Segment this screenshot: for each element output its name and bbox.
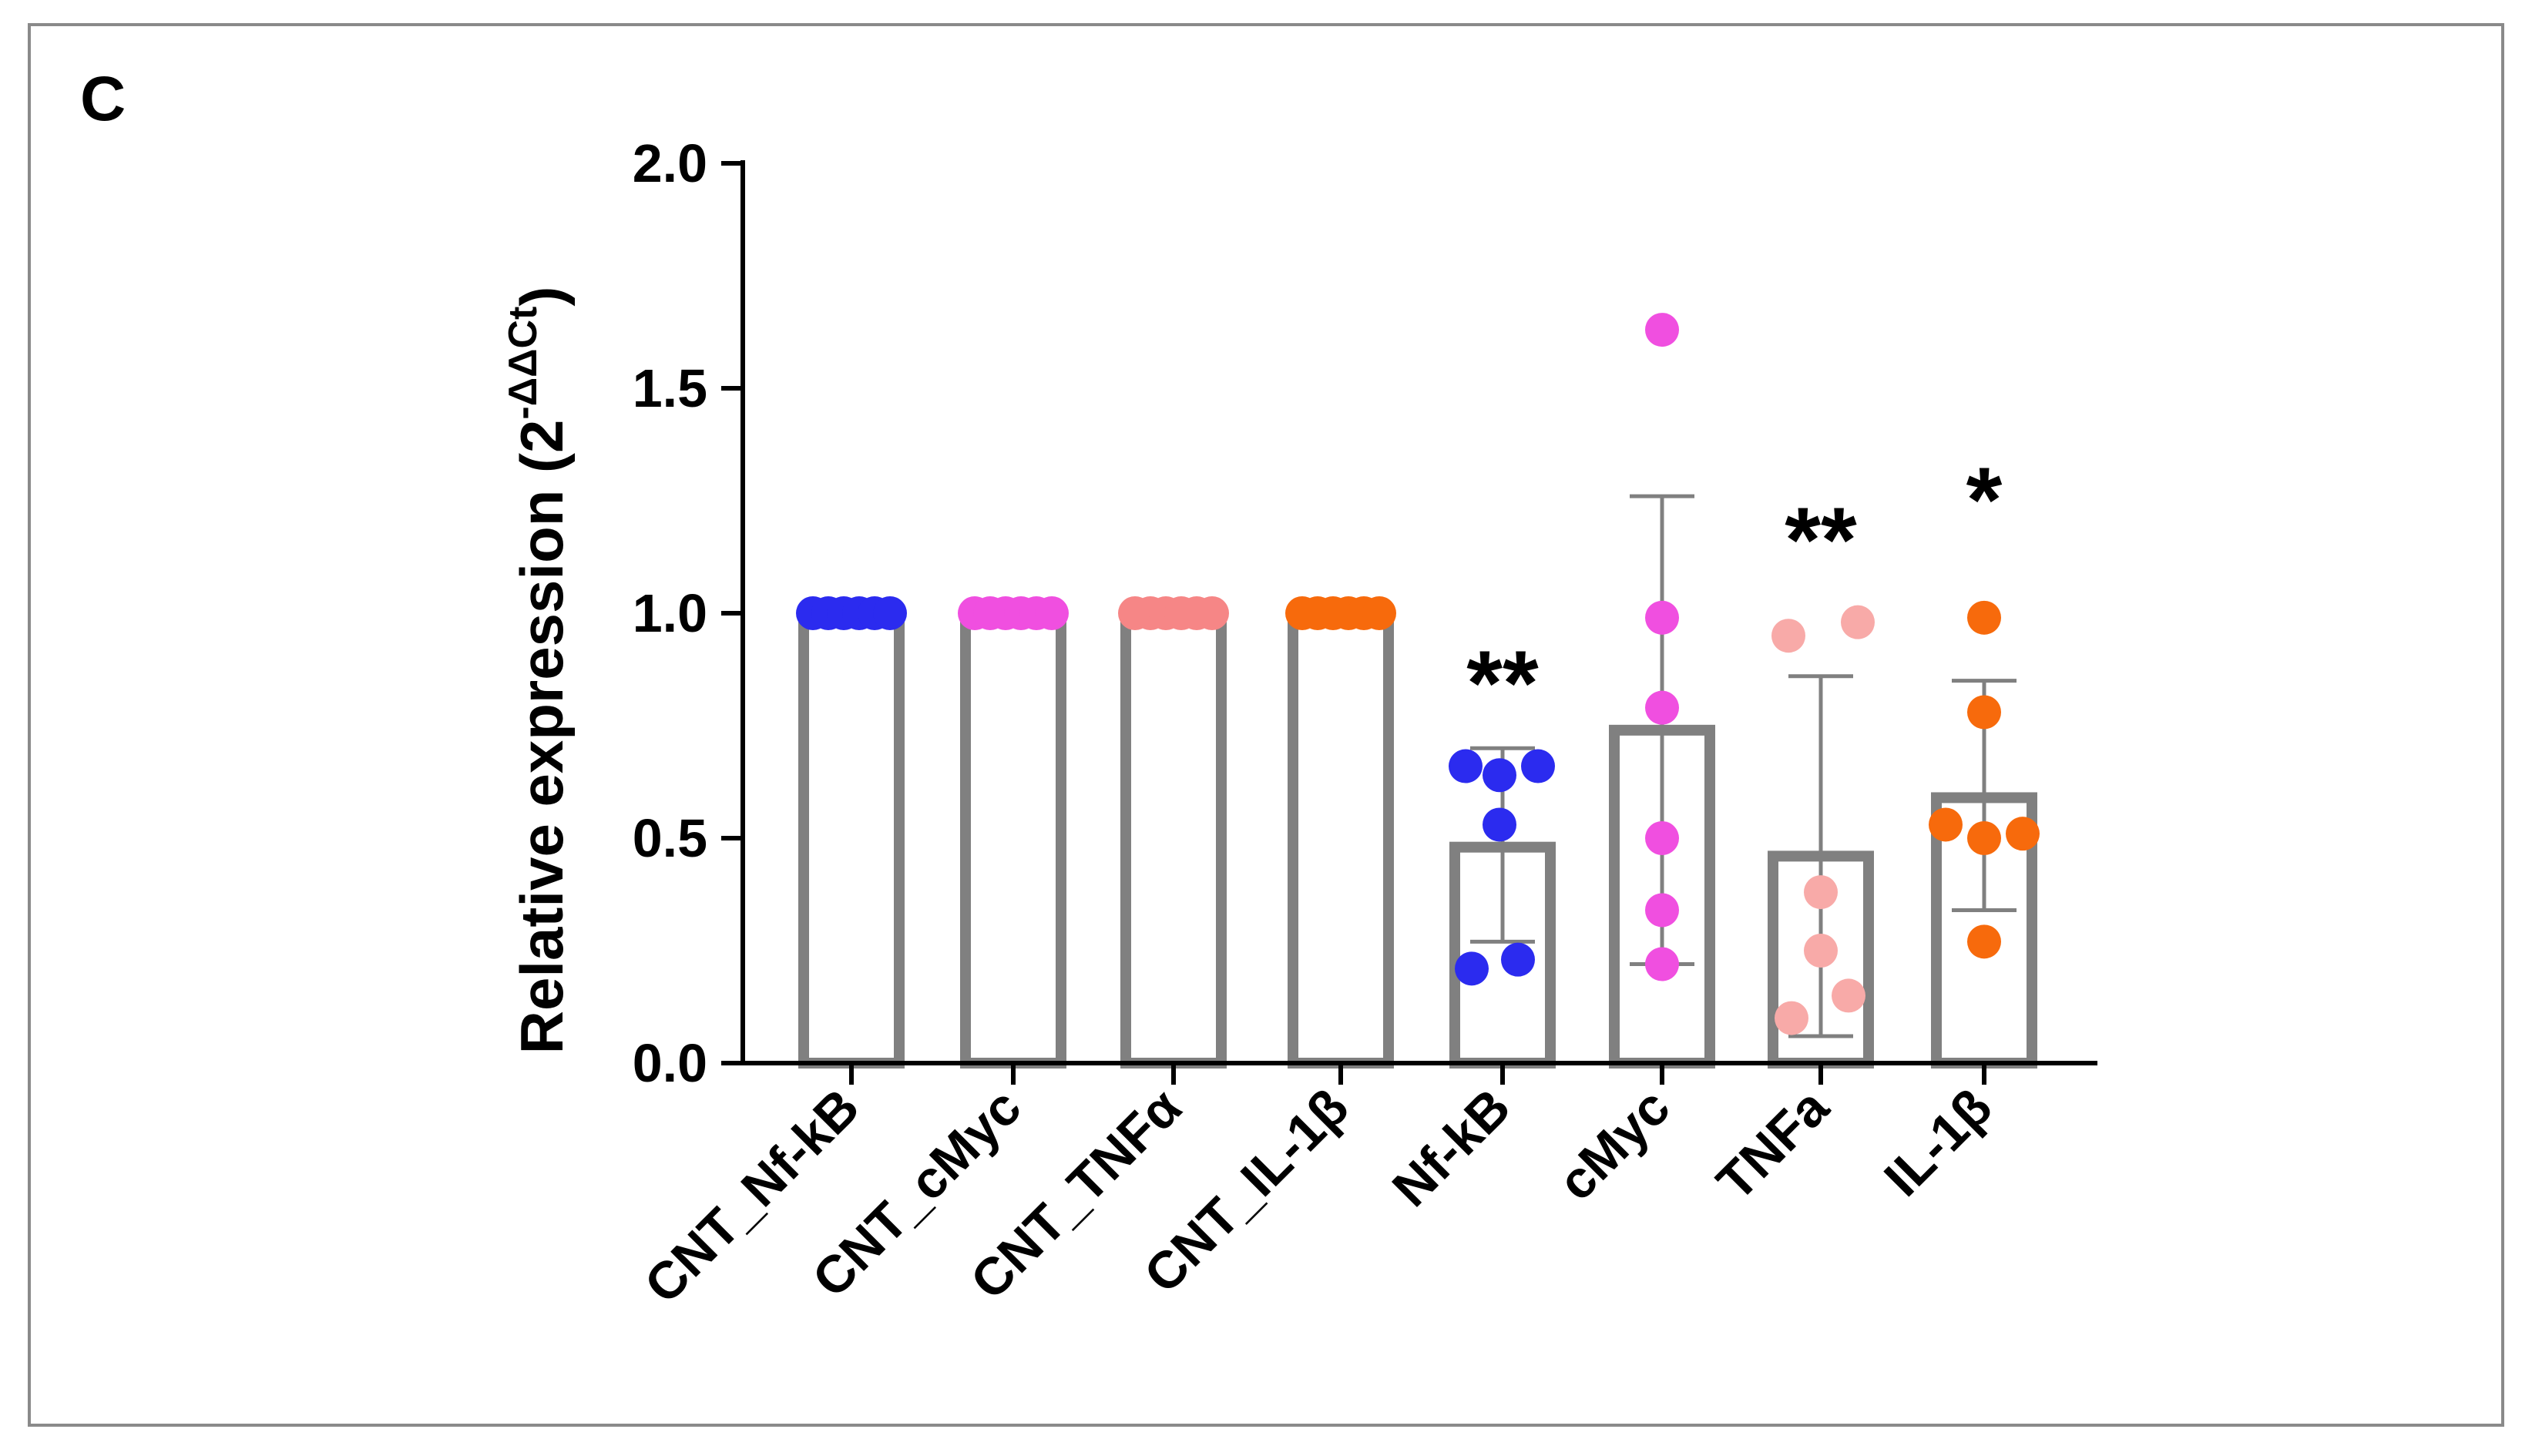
data-point (1645, 821, 1679, 855)
data-point (1521, 749, 1555, 783)
data-point (1832, 978, 1865, 1013)
data-point (1967, 695, 2001, 730)
y-tick-label: 1.5 (633, 358, 707, 418)
y-axis-label-close: ) (508, 287, 576, 307)
data-point (1967, 600, 2001, 635)
points-layer (796, 313, 2040, 1035)
data-point (1645, 947, 1679, 981)
data-point (1362, 596, 1396, 630)
y-axis-label-main: Relative expression (2 (508, 420, 576, 1055)
y-tick-label: 0.5 (633, 808, 707, 868)
data-point (1195, 596, 1229, 630)
significance-label: ** (1785, 488, 1857, 592)
data-point (1804, 875, 1838, 910)
data-point (1841, 605, 1875, 639)
data-point (1645, 690, 1679, 725)
significance-label: * (1966, 448, 2003, 552)
points-group-7 (1771, 605, 1875, 1035)
data-point (1483, 758, 1516, 793)
points-group-2 (958, 596, 1069, 630)
y-tick-label: 1.0 (633, 583, 707, 643)
bar-2 (960, 608, 1066, 1069)
significance-label: ** (1466, 632, 1539, 735)
points-group-3 (1118, 596, 1229, 630)
data-point (1645, 313, 1679, 347)
points-group-4 (1285, 596, 1396, 630)
panel-label: C (80, 64, 126, 134)
error-bar-7 (1788, 674, 1853, 1038)
labels-layer: 0.00.51.01.52.0CNT_Nf-kBCNT_cMycCNT_TNFα… (633, 133, 2003, 1314)
data-point (1455, 951, 1489, 986)
x-tick-label: IL-1β (1873, 1078, 2003, 1208)
data-point (1645, 600, 1679, 635)
y-tick-label: 2.0 (633, 133, 707, 193)
data-point (873, 596, 907, 630)
points-group-6 (1645, 313, 1679, 981)
data-point (1035, 596, 1069, 630)
points-group-1 (796, 596, 907, 630)
figure-frame (28, 23, 2504, 1427)
data-point (1929, 807, 1963, 842)
y-axis-label: Relative expression (2-ΔΔCt) (501, 287, 576, 1055)
bar-1 (798, 608, 905, 1069)
data-point (1645, 893, 1679, 928)
y-axis-label-superscript: -ΔΔCt (501, 307, 546, 420)
data-point (1775, 1001, 1808, 1035)
data-point (1483, 807, 1516, 842)
points-group-8 (1929, 600, 2040, 959)
data-point (1804, 934, 1838, 968)
data-point (1967, 924, 2001, 959)
error-bars-layer (1470, 494, 2017, 1038)
bar-3 (1120, 608, 1227, 1069)
data-point (1771, 619, 1805, 653)
axes-layer (721, 160, 2097, 1085)
y-tick-label: 0.0 (633, 1033, 707, 1093)
points-group-5 (1449, 749, 1555, 986)
x-tick-label: Nf-kB (1382, 1078, 1522, 1218)
data-point (2006, 817, 2040, 851)
data-point (1449, 749, 1483, 783)
x-tick-label: TNFa (1706, 1077, 1841, 1212)
data-point (1967, 821, 2001, 855)
x-tick-label: cMyc (1547, 1078, 1681, 1212)
bar-4 (1288, 608, 1394, 1069)
data-point (1501, 942, 1535, 977)
